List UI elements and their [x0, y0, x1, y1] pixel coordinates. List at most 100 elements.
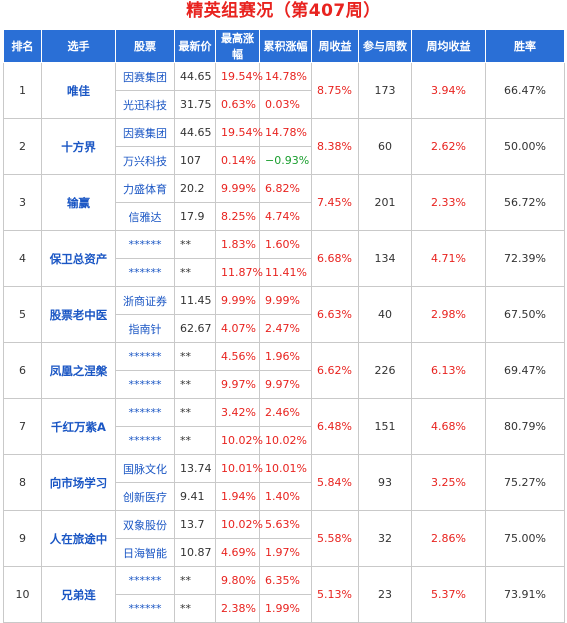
max-gain: 0.63% — [215, 90, 260, 119]
stock-name: 万兴科技 — [115, 146, 175, 175]
max-gain: 9.99% — [215, 286, 260, 315]
max-gain: 11.87% — [215, 258, 263, 287]
weeks-count: 23 — [358, 566, 412, 623]
week-return: 8.75% — [311, 62, 359, 119]
standings-table: 排名 选手 股票 最新价 最高涨幅 累积涨幅 周收益 参与周数 周均收益 胜率 … — [3, 29, 565, 623]
avg-return: 4.71% — [411, 230, 486, 287]
win-rate: 67.50% — [485, 286, 565, 343]
stock-name: 创新医疗 — [115, 482, 175, 511]
cum-gain: 2.47% — [259, 314, 312, 343]
player-name: 股票老中医 — [41, 286, 116, 343]
latest-price: 11.45 — [174, 286, 216, 315]
avg-return: 5.37% — [411, 566, 486, 623]
max-gain: 4.56% — [215, 342, 260, 371]
table-row: 日海智能 10.87 4.69% 1.97% — [4, 538, 565, 567]
latest-price: 17.9 — [174, 202, 216, 231]
cum-gain: 1.99% — [259, 594, 312, 623]
rank-cell: 6 — [3, 342, 42, 399]
player-name: 千红万紫A — [41, 398, 116, 455]
table-row: 1 唯佳 因赛集团 44.65 19.54% 14.78% 8.75% 173 3.94% 66.… — [3, 62, 565, 119]
player-name: 唯佳 — [41, 62, 116, 119]
cum-gain: 0.03% — [259, 90, 312, 119]
player-name: 凤凰之涅槃 — [41, 342, 116, 399]
max-gain: 1.83% — [215, 230, 260, 259]
stock-name: ****** — [115, 566, 175, 595]
table-row: 9 人在旅途中 双象股份 13.7 10.02% 5.63% 5.58% 32 2.86% 75.… — [3, 510, 565, 567]
stock-name: ****** — [115, 426, 175, 455]
max-gain: 19.54% — [215, 62, 263, 91]
header-player: 选手 — [41, 29, 116, 63]
max-gain: 9.80% — [215, 566, 260, 595]
cum-gain: 6.82% — [259, 174, 312, 203]
latest-price: 62.67 — [174, 314, 216, 343]
max-gain: 2.38% — [215, 594, 260, 623]
stock-name: 力盛体育 — [115, 174, 175, 203]
stock-name: 因赛集团 — [115, 62, 175, 91]
win-rate: 73.91% — [485, 566, 565, 623]
latest-price: 31.75 — [174, 90, 216, 119]
header-avg-return: 周均收益 — [411, 29, 486, 63]
player-name: 兄弟连 — [41, 566, 116, 623]
page-title: 精英组赛况（第407周） — [186, 1, 381, 21]
win-rate: 75.00% — [485, 510, 565, 567]
rank-cell: 9 — [3, 510, 42, 567]
stock-name: 信雅达 — [115, 202, 175, 231]
cum-gain: 1.60% — [259, 230, 312, 259]
win-rate: 80.79% — [485, 398, 565, 455]
header-cum-gain: 累积涨幅 — [259, 29, 312, 63]
table-row: 光迅科技 31.75 0.63% 0.03% — [4, 90, 565, 119]
max-gain: 4.69% — [215, 538, 260, 567]
max-gain: 8.25% — [215, 202, 260, 231]
max-gain: 10.02% — [215, 510, 263, 539]
week-return: 7.45% — [311, 174, 359, 231]
cum-gain: 1.40% — [259, 482, 312, 511]
stock-name: ****** — [115, 398, 175, 427]
rank-cell: 3 — [3, 174, 42, 231]
latest-price: ** — [174, 426, 216, 455]
table-row: 6 凤凰之涅槃 ****** ** 4.56% 1.96% 6.62% 226 6.13% 69.… — [3, 342, 565, 399]
max-gain: 0.14% — [215, 146, 260, 175]
latest-price: 9.41 — [174, 482, 216, 511]
cum-gain: 6.35% — [259, 566, 312, 595]
weeks-count: 40 — [358, 286, 412, 343]
table-row: 8 向市场学习 国脉文化 13.74 10.01% 10.01% 5.84% 93 3.25% 7… — [3, 454, 565, 511]
latest-price: 44.65 — [174, 62, 216, 91]
weeks-count: 173 — [358, 62, 412, 119]
win-rate: 56.72% — [485, 174, 565, 231]
table-row: 信雅达 17.9 8.25% 4.74% — [4, 202, 565, 231]
weeks-count: 151 — [358, 398, 412, 455]
cum-gain: 9.99% — [259, 286, 312, 315]
avg-return: 2.86% — [411, 510, 486, 567]
max-gain: 10.02% — [215, 426, 263, 455]
win-rate: 50.00% — [485, 118, 565, 175]
win-rate: 66.47% — [485, 62, 565, 119]
max-gain: 9.97% — [215, 370, 260, 399]
cum-gain: 5.63% — [259, 510, 312, 539]
cum-gain: 1.97% — [259, 538, 312, 567]
latest-price: 20.2 — [174, 174, 216, 203]
rank-cell: 7 — [3, 398, 42, 455]
latest-price: 10.87 — [174, 538, 216, 567]
weeks-count: 93 — [358, 454, 412, 511]
avg-return: 6.13% — [411, 342, 486, 399]
table-row: 4 保卫总资产 ****** ** 1.83% 1.60% 6.68% 134 4.71% 72.… — [3, 230, 565, 287]
week-return: 6.62% — [311, 342, 359, 399]
avg-return: 2.33% — [411, 174, 486, 231]
stock-name: 双象股份 — [115, 510, 175, 539]
latest-price: ** — [174, 398, 216, 427]
max-gain: 9.99% — [215, 174, 260, 203]
weeks-count: 32 — [358, 510, 412, 567]
table-body: 1 唯佳 因赛集团 44.65 19.54% 14.78% 8.75% 173 3.94% 66.… — [3, 62, 565, 623]
header-win-rate: 胜率 — [485, 29, 565, 63]
header-weeks: 参与周数 — [358, 29, 412, 63]
header-max-gain: 最高涨幅 — [215, 29, 260, 63]
weeks-count: 134 — [358, 230, 412, 287]
header-price: 最新价 — [174, 29, 216, 63]
stock-name: 浙商证券 — [115, 286, 175, 315]
player-name: 向市场学习 — [41, 454, 116, 511]
rank-cell: 10 — [3, 566, 42, 623]
latest-price: ** — [174, 342, 216, 371]
weeks-count: 201 — [358, 174, 412, 231]
max-gain: 1.94% — [215, 482, 260, 511]
header-row: 排名 选手 股票 最新价 最高涨幅 累积涨幅 周收益 参与周数 周均收益 胜率 — [3, 29, 565, 63]
